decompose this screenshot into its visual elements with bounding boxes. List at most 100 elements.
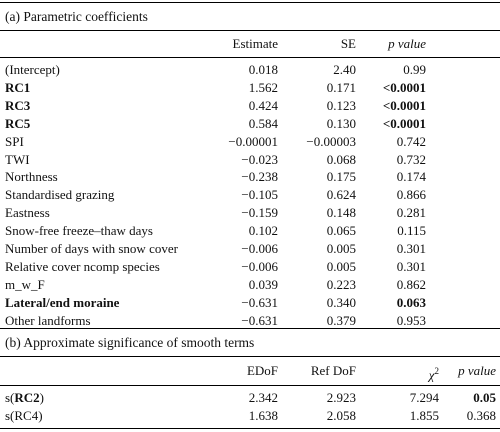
header-estimate: Estimate [232,36,279,51]
table-row: Eastness −0.159 0.148 0.281 [0,203,500,223]
header-edof: EDoF [246,363,278,378]
row-p-value: 0.742 [396,133,426,149]
row-term: RC1 [5,79,31,95]
row-term: Eastness [5,205,50,221]
table-row: RC1 1.562 0.171 <0.0001 [0,78,500,98]
top-rule [0,2,500,4]
row-term: TWI [5,151,30,167]
row-p-value: <0.0001 [382,79,426,95]
section-b-header-row: EDoF Ref DoF χ2 p value [0,361,500,382]
section-a-header-rule [0,57,500,58]
section-a-title: (a) Parametric coefficients [5,9,148,24]
chi-superscript: 2 [434,366,440,376]
row-term: s(RC2) [5,390,45,405]
row-estimate: −0.631 [241,312,278,328]
row-p-value: 0.301 [396,241,426,256]
table-row: Northness −0.238 0.175 0.174 [0,167,500,187]
row-estimate: 0.424 [248,97,278,113]
table-row: s(RC4) 1.638 2.058 1.855 0.368 [0,406,500,426]
row-estimate: 0.039 [248,276,278,292]
row-estimate: 0.018 [248,62,278,77]
table-row: RC5 0.584 0.130 <0.0001 [0,114,500,134]
section-b-header-rule [0,385,500,386]
table-row: SPI −0.00001 −0.00003 0.742 [0,132,500,152]
row-term: Lateral/end moraine [5,294,120,310]
row-se: 0.175 [326,169,356,185]
row-estimate: −0.006 [241,241,278,256]
table-row: Relative cover ncomp species −0.006 0.005 0… [0,257,500,277]
bottom-rule [0,428,500,430]
row-term: Standardised grazing [5,187,115,203]
row-term: RC5 [5,115,31,131]
row-estimate: −0.105 [241,187,278,203]
row-se: 0.130 [326,115,356,131]
row-term: (Intercept) [5,62,60,77]
table-row: TWI −0.023 0.068 0.732 [0,150,500,170]
section-b-title: (b) Approximate significance of smooth t… [5,335,255,350]
row-p-value: 0.115 [397,223,426,239]
row-p-value: 0.732 [396,151,426,167]
row-estimate: −0.006 [241,258,278,274]
row-se: 0.624 [326,187,356,203]
row-se: 0.379 [326,312,356,328]
row-estimate: −0.023 [241,151,278,167]
row-chi2: 1.855 [409,408,439,423]
row-chi2: 7.294 [409,390,439,405]
table-row: RC3 0.424 0.123 <0.0001 [0,96,500,116]
row-p-value: 0.866 [396,187,426,203]
header-se: SE [340,36,356,51]
row-se: −0.00003 [306,133,356,149]
row-term: Other landforms [5,312,91,328]
header-chi-squared: χ2 [429,361,439,385]
row-se: 2.40 [333,62,356,77]
row-term: SPI [5,133,24,149]
section-a-header-row: Estimate SE p value [0,34,500,54]
row-p-value: 0.953 [396,312,426,328]
row-ref-dof: 2.058 [326,408,356,423]
row-p-value: 0.281 [396,205,426,221]
table-row: m_w_F 0.039 0.223 0.862 [0,275,500,295]
row-estimate: 0.584 [248,115,278,131]
row-estimate: 0.102 [248,223,278,239]
header-ref-dof: Ref DoF [310,363,356,378]
table-row: Standardised grazing −0.105 0.624 0.866 [0,185,500,205]
header-p-value: p value [388,36,426,51]
header-p-value-b: p value [458,363,496,378]
table-row: Lateral/end moraine −0.631 0.340 0.063 [0,293,500,313]
table-row: Other landforms −0.631 0.379 0.953 [0,311,500,331]
row-term: Northness [5,169,58,185]
row-term: s(RC4) [5,408,43,423]
row-se: 0.005 [326,241,356,256]
row-estimate: −0.631 [241,294,278,310]
row-p-value: 0.05 [473,390,496,405]
row-term: RC3 [5,97,31,113]
row-estimate: −0.238 [241,169,278,185]
row-se: 0.065 [326,223,356,239]
row-p-value: 0.862 [396,276,426,292]
row-se: 0.123 [326,97,356,113]
row-se: 0.340 [326,294,356,310]
row-p-value: <0.0001 [382,115,426,131]
row-edof: 1.638 [248,408,278,423]
row-se: 0.068 [326,151,356,167]
row-p-value: 0.063 [396,294,426,310]
row-se: 0.171 [326,79,356,95]
chi-symbol: χ [428,367,435,383]
row-estimate: −0.159 [241,205,278,221]
table-row: Number of days with snow cover −0.006 0.00… [0,239,500,259]
row-p-value: 0.368 [466,408,496,423]
row-se: 0.148 [326,205,356,221]
table-row: s(RC2) 2.342 2.923 7.294 0.05 [0,388,500,408]
row-term: Number of days with snow cover [5,241,178,256]
row-edof: 2.342 [248,390,278,405]
section-a-bottom-rule [0,328,500,329]
row-estimate: 1.562 [248,79,278,95]
section-a-title-rule [0,30,500,31]
row-p-value: <0.0001 [382,97,426,113]
row-p-value: 0.99 [403,62,426,77]
table-row: (Intercept) 0.018 2.40 0.99 [0,60,500,80]
row-term: Relative cover ncomp species [5,258,160,274]
row-se: 0.223 [326,276,356,292]
row-term: Snow-free freeze–thaw days [5,223,153,239]
